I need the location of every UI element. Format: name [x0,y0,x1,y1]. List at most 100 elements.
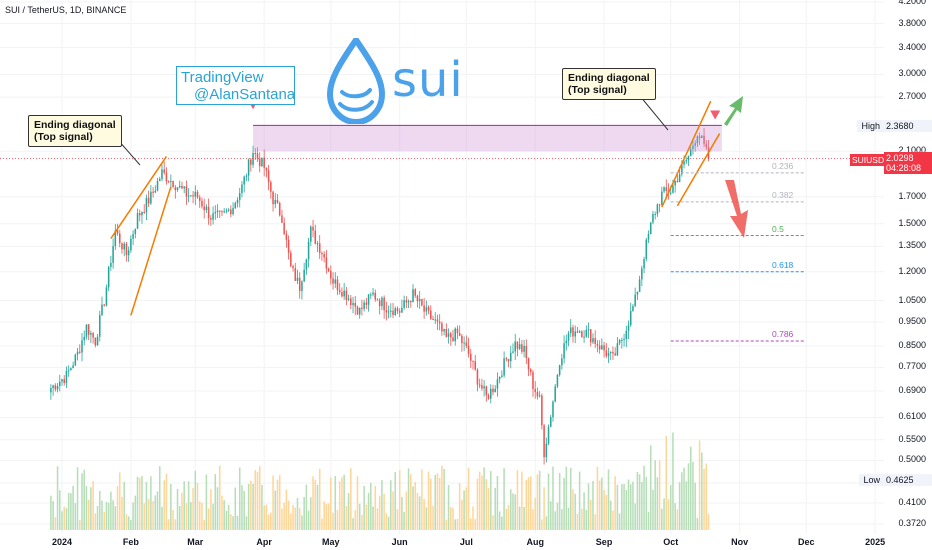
price-axis-label: 0.6100 [898,411,926,422]
candle-body [238,192,241,201]
candle-body [65,370,68,384]
volume-bar [161,506,163,530]
candle-body [403,300,405,308]
up-arrow-icon [724,96,743,126]
volume-bar [407,468,410,530]
volume-bar [290,513,292,530]
volume-bar [194,470,197,530]
volume-bar [74,503,77,530]
volume-bar [243,490,245,530]
candle-body [176,187,179,190]
volume-bar [334,476,337,530]
volume-bar [692,461,694,530]
volume-bar [489,471,492,530]
volume-bar [247,483,250,530]
candle-body [472,360,474,362]
volume-bar [63,506,65,530]
volume-bar [516,469,519,530]
volume-bar [476,478,479,530]
volume-bar [414,482,417,530]
volume-bar [283,502,285,530]
volume-bar [398,470,401,530]
volume-bar [425,507,428,530]
candle-body [267,170,270,183]
volume-bar [536,474,539,530]
volume-bar [281,508,283,530]
volume-bar [465,487,468,530]
candle-body [123,243,125,250]
candle-body [145,197,148,213]
candle-body [187,195,190,197]
candle-body [332,278,334,284]
candle-body [405,300,408,303]
candle-body [676,180,679,183]
candle-body [245,175,248,177]
candle-body [107,266,110,288]
volume-bar [649,445,652,530]
fib-label: 0.5 [772,223,784,234]
candle-body [527,358,530,370]
candle-body [50,387,52,393]
candle-body [461,335,463,344]
volume-bar [423,498,425,530]
candle-body [529,369,532,373]
volume-bar [438,477,441,530]
candle-body [572,327,574,337]
candle-body [414,289,417,296]
candle-body [365,302,368,305]
candle-body [190,195,192,197]
volume-bar [394,471,397,530]
candle-body [174,187,177,190]
candle-body [501,375,503,377]
volume-bar [383,493,385,530]
volume-bar [101,500,103,530]
volume-bar [267,514,270,530]
time-axis-label: 2024 [51,537,73,547]
time-axis-label: Sep [595,537,613,547]
volume-bar [507,504,510,530]
candle-body [467,346,470,354]
candle-body [374,292,377,300]
volume-bar [65,508,68,530]
candle-body [296,277,299,281]
volume-bar [236,515,239,530]
candle-body [387,311,390,313]
candle-body [83,336,85,341]
volume-bar [547,473,550,530]
candle-body [265,167,268,171]
candle-body [423,305,425,312]
candle-body [563,343,565,359]
candle-body [254,153,257,155]
symbol-tag: SUIUSDT [850,154,890,166]
candle-body [492,388,494,393]
candle-body [61,379,63,382]
price-axis-label: 0.3720 [898,518,926,528]
candle-body [565,340,568,344]
volume-bar [434,474,437,530]
candle-body [305,259,308,270]
candle-body [470,353,472,361]
candle-body [287,239,290,253]
time-axis-label: Oct [663,537,679,547]
candle-body [112,245,114,263]
candle-body [636,291,639,295]
volume-bar [298,508,301,530]
candle-body [85,324,88,337]
price-axis[interactable]: 4.2000 3.8000 3.4000 3.0000 2.7000 2.1000 1.70… [884,0,932,535]
volume-bar [370,482,372,530]
volume-bar [123,481,125,530]
diagonal-left-lower [130,186,172,316]
candle-body [116,230,119,234]
volume-bar [327,503,330,530]
candle-body [594,338,596,344]
candle-body [474,361,476,370]
candle-body [518,344,521,349]
candle-body [72,365,74,369]
volume-bar [694,482,696,530]
volume-bar [147,498,150,530]
candle-body [103,304,105,306]
current-price-box: 2.0298 04:28:08 [884,152,932,174]
volume-bar [625,490,628,530]
